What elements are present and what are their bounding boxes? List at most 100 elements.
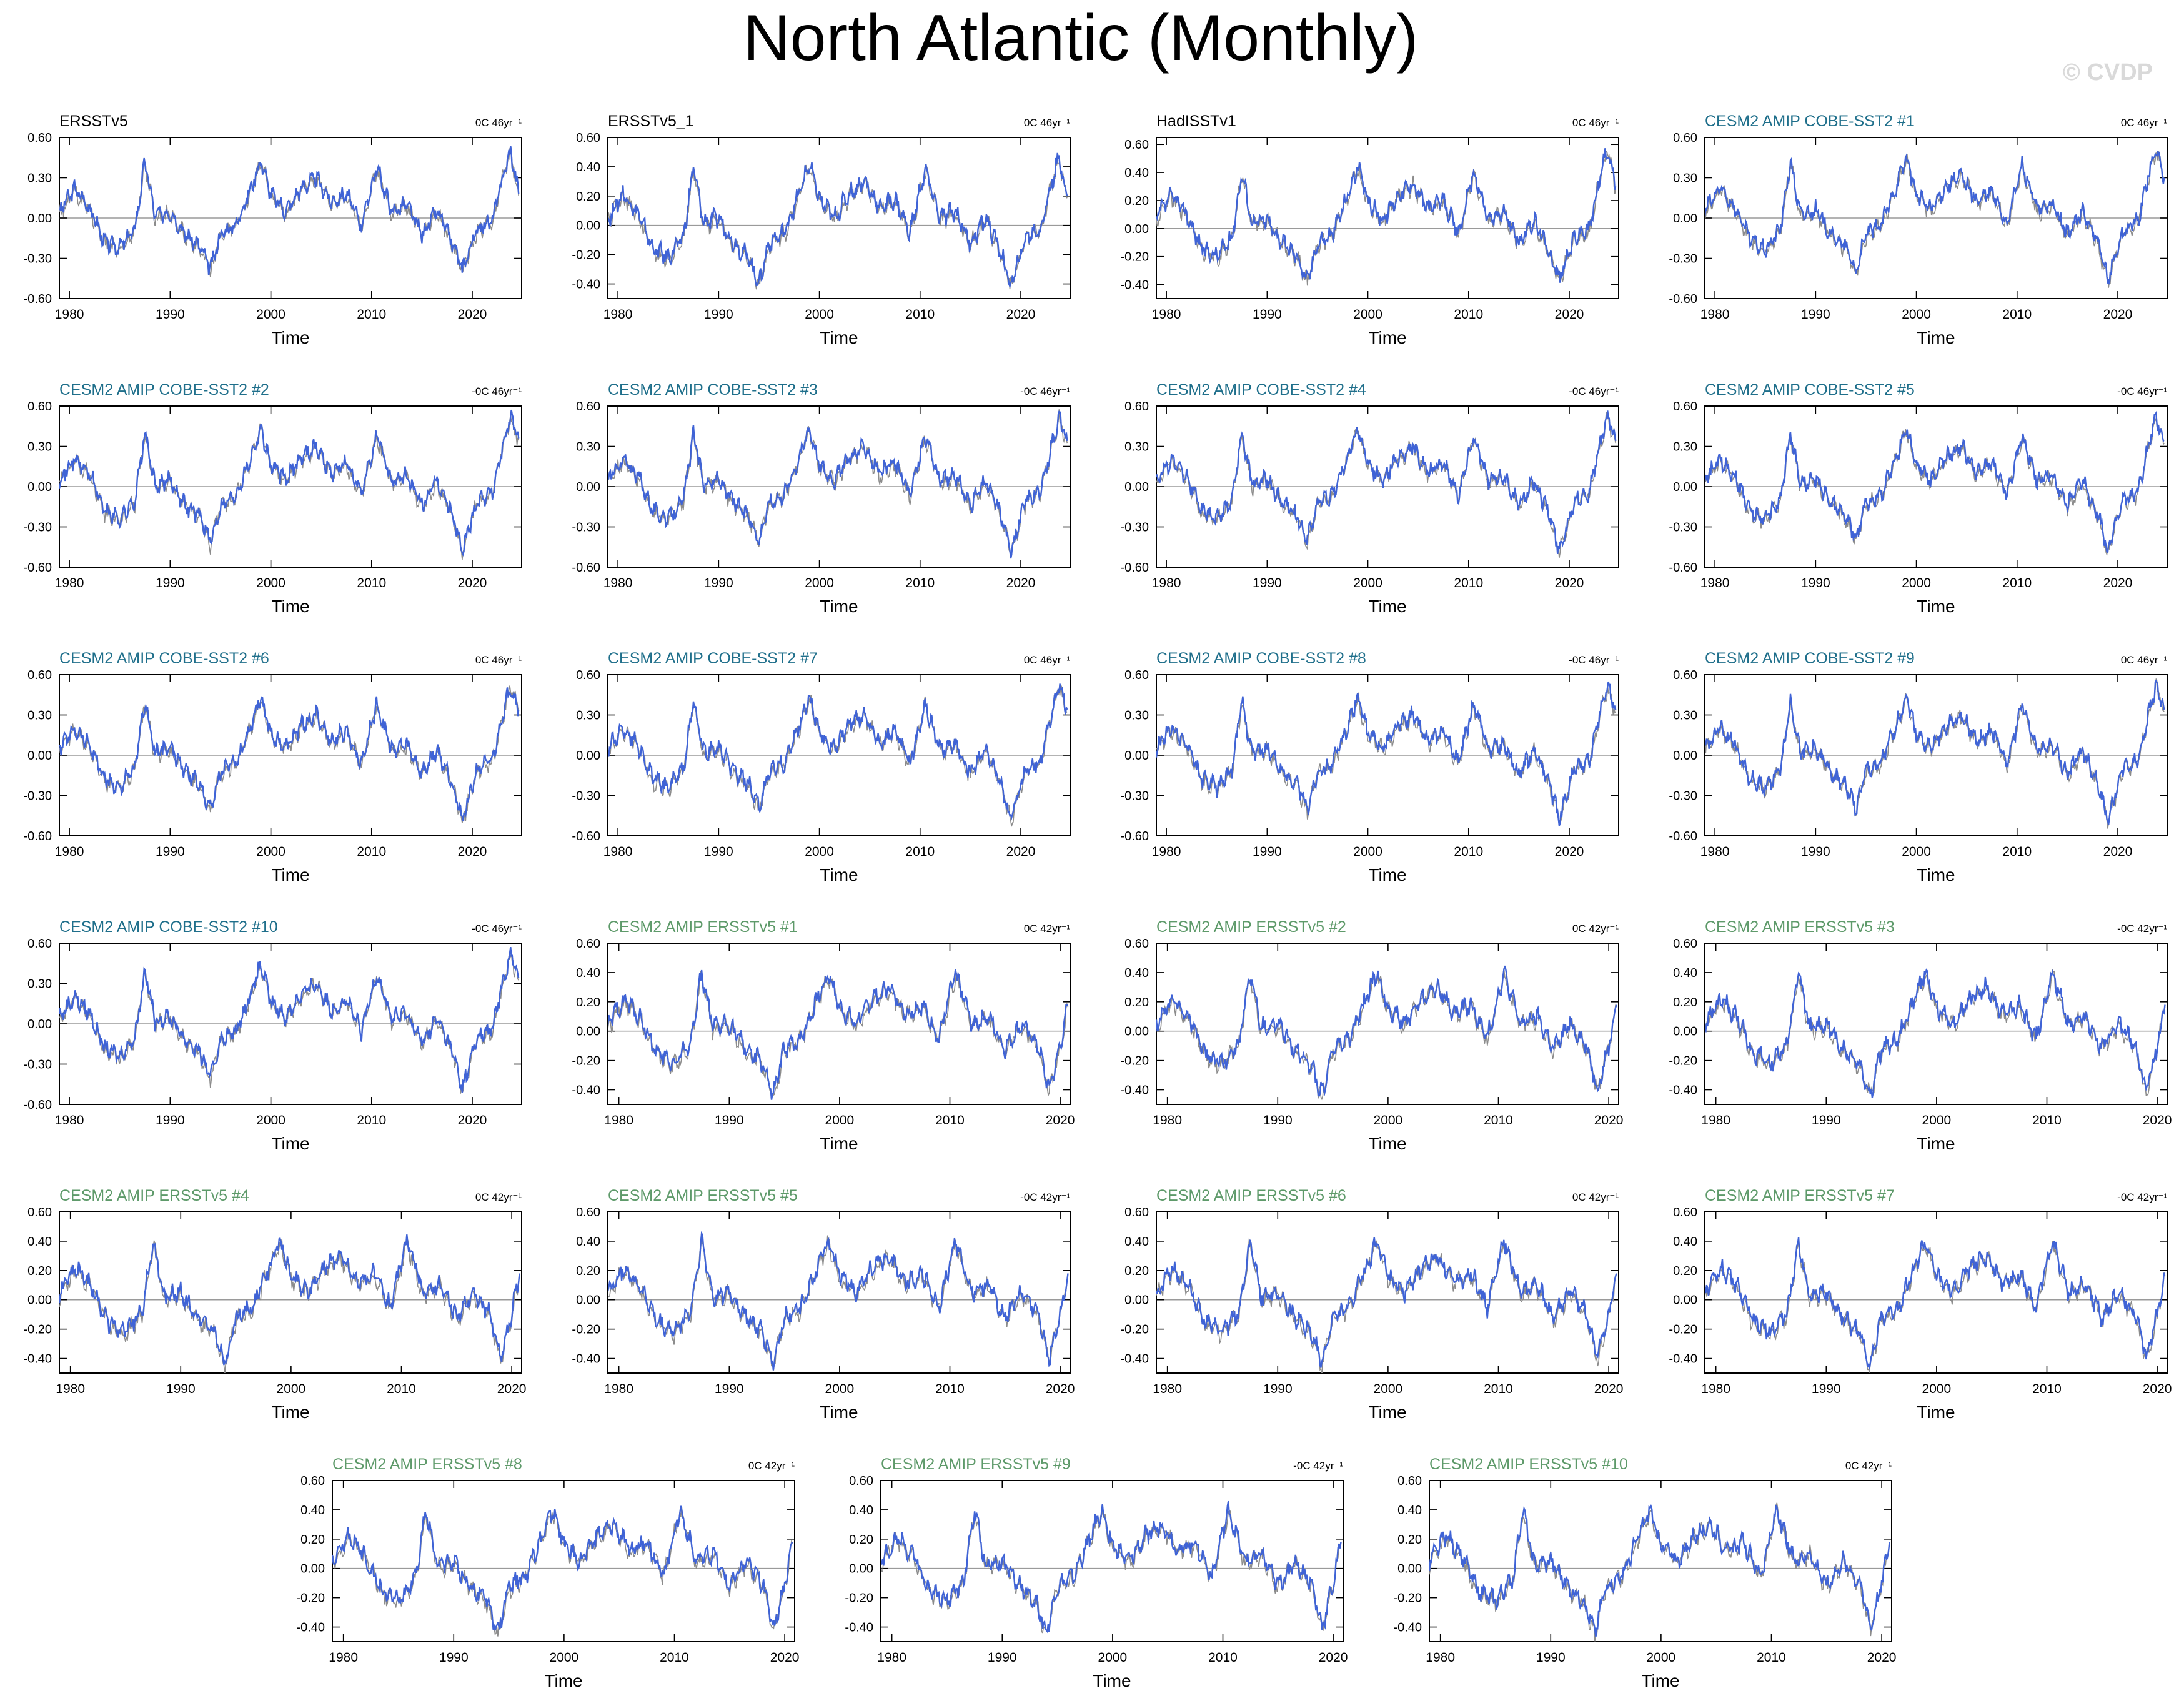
reference-series-line bbox=[1705, 1237, 2166, 1373]
y-tick-label: -0.60 bbox=[23, 561, 52, 575]
series-line bbox=[608, 410, 1068, 559]
y-tick-label: -0.60 bbox=[1669, 292, 1697, 306]
y-tick-label: 0.40 bbox=[1124, 1235, 1149, 1249]
plot-frame bbox=[1429, 1480, 1892, 1642]
trend-label: -0C 42yr⁻¹ bbox=[2117, 923, 2167, 935]
x-axis-title: Time bbox=[1368, 1134, 1406, 1153]
x-tick-label: 1990 bbox=[1801, 576, 1830, 590]
series-line bbox=[608, 152, 1068, 289]
trend-label: -0C 46yr⁻¹ bbox=[2117, 385, 2167, 397]
panel-title: CESM2 AMIP ERSSTv5 #9 bbox=[881, 1455, 1071, 1473]
y-tick-label: 0.20 bbox=[27, 1264, 52, 1278]
trend-label: 0C 46yr⁻¹ bbox=[475, 654, 522, 666]
series-line bbox=[881, 1500, 1342, 1634]
x-tick-label: 1980 bbox=[56, 1382, 85, 1396]
series-line bbox=[1156, 148, 1617, 283]
chart-panel: 0.60 0.40 0.20 0.00 -0.20 -0.40 1980 1990 2000 20… bbox=[1120, 918, 1623, 1153]
y-tick-label: 0.60 bbox=[1124, 668, 1149, 682]
panel-title: CESM2 AMIP ERSSTv5 #6 bbox=[1156, 1187, 1346, 1204]
y-tick-label: -0.20 bbox=[1120, 1323, 1149, 1337]
y-tick-label: 0.60 bbox=[1673, 937, 1697, 951]
y-tick-label: -0.30 bbox=[1120, 790, 1149, 803]
x-axis-title: Time bbox=[271, 597, 309, 616]
x-tick-label: 2020 bbox=[2143, 1382, 2172, 1396]
x-tick-label: 1980 bbox=[604, 1382, 633, 1396]
series-line bbox=[59, 946, 520, 1093]
x-tick-label: 1990 bbox=[715, 1113, 744, 1128]
series-line bbox=[1429, 1504, 1890, 1637]
x-tick-label: 2000 bbox=[1922, 1382, 1952, 1396]
chart-panel: 0.60 0.40 0.20 0.00 -0.20 -0.40 1980 1990 2000 20… bbox=[1669, 1187, 2172, 1422]
x-tick-label: 1980 bbox=[329, 1650, 358, 1665]
y-tick-label: -0.60 bbox=[23, 292, 52, 306]
reference-series-line bbox=[1156, 968, 1617, 1101]
panel-title: CESM2 AMIP COBE-SST2 #9 bbox=[1705, 650, 1915, 667]
x-tick-label: 1990 bbox=[156, 845, 185, 859]
y-tick-label: 0.00 bbox=[1397, 1562, 1422, 1576]
x-tick-label: 2010 bbox=[905, 576, 935, 590]
y-tick-label: 0.00 bbox=[576, 1294, 600, 1307]
x-tick-label: 1990 bbox=[1536, 1650, 1566, 1665]
y-tick-label: -0.30 bbox=[23, 790, 52, 803]
reference-series-line bbox=[1156, 412, 1616, 558]
plot-frame bbox=[59, 1211, 522, 1374]
x-tick-label: 2010 bbox=[387, 1382, 416, 1396]
chart-panel: 0.60 0.40 0.20 0.00 -0.20 -0.40 1980 1990 2000 20… bbox=[572, 1187, 1075, 1422]
x-tick-label: 2010 bbox=[357, 576, 386, 590]
panel-title: CESM2 AMIP COBE-SST2 #6 bbox=[59, 650, 269, 667]
trend-label: 0C 42yr⁻¹ bbox=[1024, 923, 1070, 935]
series-line bbox=[59, 146, 520, 275]
x-tick-label: 2020 bbox=[1046, 1382, 1075, 1396]
x-tick-label: 1980 bbox=[55, 1113, 84, 1128]
plot-frame bbox=[1156, 1211, 1619, 1374]
y-tick-label: 0.20 bbox=[1124, 194, 1149, 208]
reference-series-line bbox=[608, 1235, 1069, 1371]
x-tick-label: 2000 bbox=[1902, 576, 1931, 590]
x-axis-title: Time bbox=[271, 1402, 309, 1422]
x-axis-title: Time bbox=[1368, 597, 1406, 616]
x-tick-label: 2020 bbox=[1319, 1650, 1348, 1665]
y-tick-label: 0.40 bbox=[576, 161, 600, 174]
series-line bbox=[1705, 1237, 2165, 1370]
y-tick-label: -0.60 bbox=[23, 830, 52, 843]
y-tick-label: 0.60 bbox=[576, 1206, 600, 1219]
x-tick-label: 2020 bbox=[1006, 307, 1036, 322]
chart-panel: 0.60 0.40 0.20 0.00 -0.20 -0.40 1980 1990 2000 20… bbox=[1393, 1455, 1896, 1690]
watermark: © CVDP bbox=[2063, 59, 2153, 86]
x-tick-label: 2010 bbox=[2002, 307, 2032, 322]
y-tick-label: 0.00 bbox=[1673, 212, 1697, 226]
x-tick-label: 2020 bbox=[1867, 1650, 1897, 1665]
x-tick-label: 1990 bbox=[1263, 1382, 1293, 1396]
x-tick-label: 2010 bbox=[2002, 845, 2032, 859]
y-tick-label: 0.20 bbox=[300, 1533, 325, 1547]
x-axis-title: Time bbox=[1368, 865, 1406, 885]
x-tick-label: 2000 bbox=[1902, 845, 1931, 859]
y-tick-label: 0.20 bbox=[1673, 996, 1697, 1009]
x-tick-label: 2020 bbox=[1006, 845, 1036, 859]
y-tick-label: 0.60 bbox=[27, 1206, 52, 1219]
x-axis-title: Time bbox=[1917, 597, 1955, 616]
y-tick-label: 0.60 bbox=[1673, 668, 1697, 682]
x-tick-label: 2020 bbox=[1555, 307, 1584, 322]
x-tick-label: 2020 bbox=[1046, 1113, 1075, 1128]
y-tick-label: -0.40 bbox=[572, 278, 600, 292]
y-tick-label: 0.20 bbox=[576, 1264, 600, 1278]
panel-title: ERSSTv5_1 bbox=[608, 112, 694, 130]
x-tick-label: 1990 bbox=[1812, 1113, 1841, 1128]
x-tick-label: 2000 bbox=[256, 576, 285, 590]
x-tick-label: 2010 bbox=[1484, 1382, 1513, 1396]
x-tick-label: 1980 bbox=[603, 576, 633, 590]
y-tick-label: 0.60 bbox=[1397, 1474, 1422, 1488]
y-tick-label: 0.40 bbox=[1124, 966, 1149, 980]
x-tick-label: 1990 bbox=[1812, 1382, 1841, 1396]
x-tick-label: 2020 bbox=[1006, 576, 1036, 590]
y-tick-label: 0.60 bbox=[1673, 400, 1697, 414]
x-tick-label: 1980 bbox=[55, 845, 84, 859]
chart-panel: 0.60 0.40 0.20 0.00 -0.20 -0.40 1980 1990 2000 20… bbox=[845, 1455, 1348, 1690]
y-tick-label: 0.60 bbox=[300, 1474, 325, 1488]
